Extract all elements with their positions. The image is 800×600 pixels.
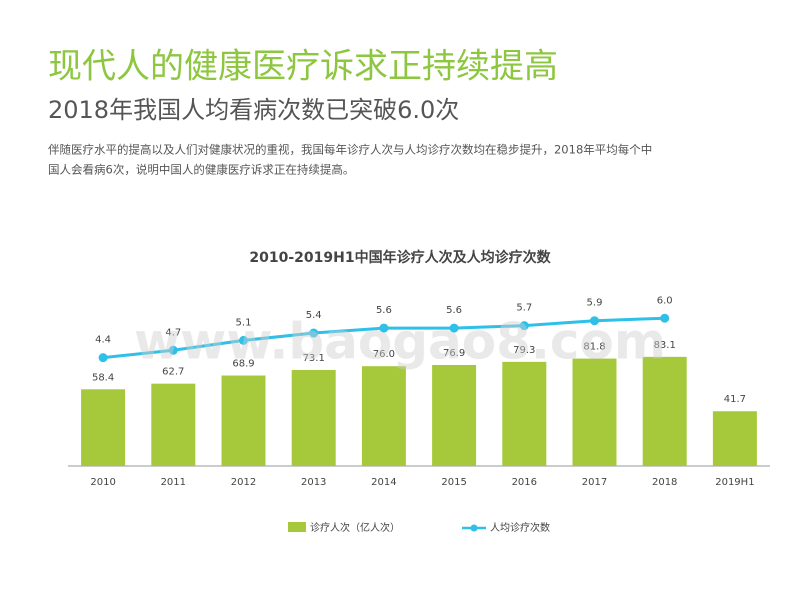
subtitle: 2018年我国人均看病次数已突破6.0次 xyxy=(48,96,459,124)
line-point xyxy=(239,335,248,345)
legend-label: 诊疗人次（亿人次） xyxy=(310,521,400,534)
bar xyxy=(712,411,757,466)
bar xyxy=(221,375,266,466)
bar xyxy=(642,356,687,466)
line-value-label: 5.1 xyxy=(236,317,252,328)
bar-value-label: 76.0 xyxy=(373,349,395,360)
line-value-label: 6.0 xyxy=(657,295,673,306)
x-tick-label: 2015 xyxy=(441,477,466,488)
line-point xyxy=(660,313,670,323)
line-point xyxy=(98,353,108,363)
line-value-label: 5.7 xyxy=(516,303,532,314)
x-tick-label: 2014 xyxy=(371,477,396,488)
legend: 诊疗人次（亿人次） 人均诊疗次数 xyxy=(288,521,550,534)
line-value-label: 4.7 xyxy=(165,327,181,338)
bar xyxy=(151,383,196,466)
bar-value-label: 79.3 xyxy=(513,345,535,356)
line-point xyxy=(168,345,178,355)
line-point xyxy=(590,316,599,326)
bar-value-label: 62.7 xyxy=(162,367,184,378)
bar xyxy=(81,389,126,466)
line-point xyxy=(449,323,459,333)
bar xyxy=(291,369,336,466)
legend-swatch-point xyxy=(470,524,478,532)
bar xyxy=(502,361,547,466)
line-value-label: 5.9 xyxy=(587,298,603,309)
x-tick-label: 2013 xyxy=(301,477,326,488)
x-tick-label: 2016 xyxy=(512,477,537,488)
bar-value-label: 73.1 xyxy=(303,353,325,364)
watermark: www.baogao8.com xyxy=(134,313,666,371)
legend-label: 人均诊疗次数 xyxy=(490,521,550,534)
description-line: 国人会看病6次，说明中国人的健康医疗诉求正在持续提高。 xyxy=(48,163,354,177)
x-tick-label: 2018 xyxy=(652,477,677,488)
line-value-label: 5.6 xyxy=(376,305,392,316)
chart-title: 2010-2019H1中国年诊疗人次及人均诊疗次数 xyxy=(249,249,551,266)
bar xyxy=(572,358,617,466)
plot: 2010 2011 2012 2013 2014 2015 2016 2017 2018 2019… xyxy=(81,295,757,488)
line-point xyxy=(519,321,529,331)
bar-value-label: 76.9 xyxy=(443,348,465,359)
bar-value-label: 41.7 xyxy=(724,394,746,405)
x-tick-label: 2017 xyxy=(582,477,607,488)
bar-value-label: 58.4 xyxy=(92,372,114,383)
x-tick-label: 2011 xyxy=(161,477,186,488)
bar-value-label: 68.9 xyxy=(232,359,254,370)
line-point xyxy=(379,323,389,333)
line-value-label: 5.4 xyxy=(306,310,322,321)
description-line: 伴随医疗水平的提高以及人们对健康状况的重视，我国每年诊疗人次与人均诊疗次数均在稳… xyxy=(48,143,652,157)
bar xyxy=(432,365,477,466)
legend-swatch xyxy=(288,522,306,532)
line-value-label: 5.6 xyxy=(446,305,462,316)
bar-value-label: 81.8 xyxy=(583,342,605,353)
line-point xyxy=(309,328,319,338)
line-value-label: 4.4 xyxy=(95,335,111,346)
x-tick-label: 2010 xyxy=(90,477,115,488)
bar-value-label: 83.1 xyxy=(654,340,676,351)
x-tick-label: 2019H1 xyxy=(715,477,754,488)
title: 现代人的健康医疗诉求正持续提高 xyxy=(48,47,558,87)
x-tick-label: 2012 xyxy=(231,477,256,488)
bar xyxy=(361,366,406,466)
